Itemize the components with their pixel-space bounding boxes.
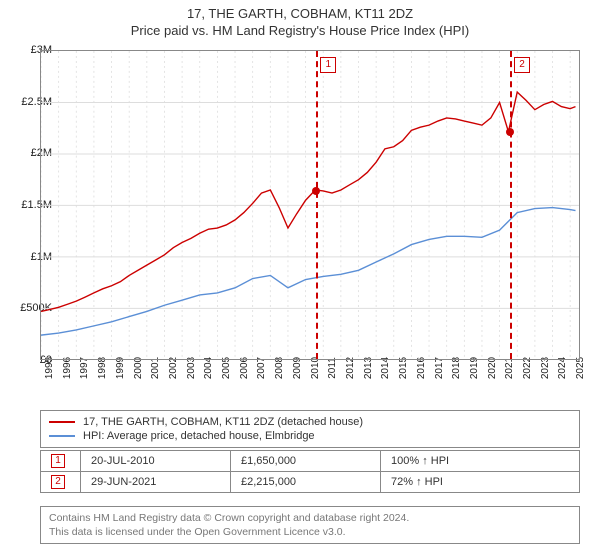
x-axis-tick-label: 2012: [345, 357, 356, 379]
x-axis-tick-label: 1999: [115, 357, 126, 379]
footer-line: Contains HM Land Registry data © Crown c…: [49, 511, 571, 525]
x-axis-tick-label: 2021: [504, 357, 515, 379]
table-row: 2 29-JUN-2021 £2,215,000 72% ↑ HPI: [41, 472, 580, 493]
x-axis-tick-label: 2008: [274, 357, 285, 379]
series-line-hpi: [41, 208, 575, 336]
x-axis-tick-label: 2010: [310, 357, 321, 379]
x-axis-tick-label: 2006: [239, 357, 250, 379]
event-line: [316, 51, 318, 359]
legend-label: HPI: Average price, detached house, Elmb…: [83, 430, 315, 442]
legend-swatch: [49, 435, 75, 437]
chart-plot-area: 12: [40, 50, 580, 360]
x-axis-tick-label: 2020: [487, 357, 498, 379]
x-axis-tick-label: 2016: [416, 357, 427, 379]
footer-line: This data is licensed under the Open Gov…: [49, 525, 571, 539]
x-axis-tick-label: 2004: [203, 357, 214, 379]
chart-subtitle: Price paid vs. HM Land Registry's House …: [0, 23, 600, 38]
x-axis-tick-label: 2024: [557, 357, 568, 379]
sale-date: 29-JUN-2021: [81, 472, 231, 493]
x-axis-tick-label: 1996: [62, 357, 73, 379]
x-axis-tick-label: 2001: [150, 357, 161, 379]
event-line: [510, 51, 512, 359]
sale-pct: 100% ↑ HPI: [381, 451, 580, 472]
legend-item: HPI: Average price, detached house, Elmb…: [49, 429, 571, 443]
legend-item: 17, THE GARTH, COBHAM, KT11 2DZ (detache…: [49, 415, 571, 429]
chart-svg: [41, 51, 579, 360]
event-badge: 1: [320, 57, 336, 73]
x-axis-tick-label: 2007: [256, 357, 267, 379]
x-axis-tick-label: 2013: [363, 357, 374, 379]
x-axis-tick-label: 2018: [451, 357, 462, 379]
x-axis-tick-label: 2005: [221, 357, 232, 379]
sale-marker: [312, 187, 320, 195]
x-axis-tick-label: 2017: [434, 357, 445, 379]
sales-table: 1 20-JUL-2010 £1,650,000 100% ↑ HPI 2 29…: [40, 450, 580, 493]
table-row: 1 20-JUL-2010 £1,650,000 100% ↑ HPI: [41, 451, 580, 472]
sale-pct: 72% ↑ HPI: [381, 472, 580, 493]
x-axis-tick-label: 2015: [398, 357, 409, 379]
x-axis-tick-label: 2014: [380, 357, 391, 379]
sale-date: 20-JUL-2010: [81, 451, 231, 472]
x-axis-tick-label: 2022: [522, 357, 533, 379]
x-axis-tick-label: 1998: [97, 357, 108, 379]
event-badge: 2: [514, 57, 530, 73]
x-axis-tick-label: 2002: [168, 357, 179, 379]
x-axis-tick-label: 2003: [186, 357, 197, 379]
x-axis-tick-label: 1995: [44, 357, 55, 379]
x-axis-tick-label: 2023: [540, 357, 551, 379]
sale-marker: [506, 128, 514, 136]
chart-title: 17, THE GARTH, COBHAM, KT11 2DZ: [0, 6, 600, 21]
sale-badge: 1: [51, 454, 65, 468]
x-axis-tick-label: 1997: [79, 357, 90, 379]
legend: 17, THE GARTH, COBHAM, KT11 2DZ (detache…: [40, 410, 580, 448]
footer: Contains HM Land Registry data © Crown c…: [40, 506, 580, 544]
x-axis-tick-label: 2025: [575, 357, 586, 379]
legend-swatch: [49, 421, 75, 423]
x-axis-tick-label: 2011: [327, 357, 338, 379]
x-axis-tick-label: 2000: [133, 357, 144, 379]
x-axis-tick-label: 2009: [292, 357, 303, 379]
legend-label: 17, THE GARTH, COBHAM, KT11 2DZ (detache…: [83, 416, 363, 428]
x-axis-tick-label: 2019: [469, 357, 480, 379]
sale-price: £2,215,000: [231, 472, 381, 493]
sale-price: £1,650,000: [231, 451, 381, 472]
sale-badge: 2: [51, 475, 65, 489]
